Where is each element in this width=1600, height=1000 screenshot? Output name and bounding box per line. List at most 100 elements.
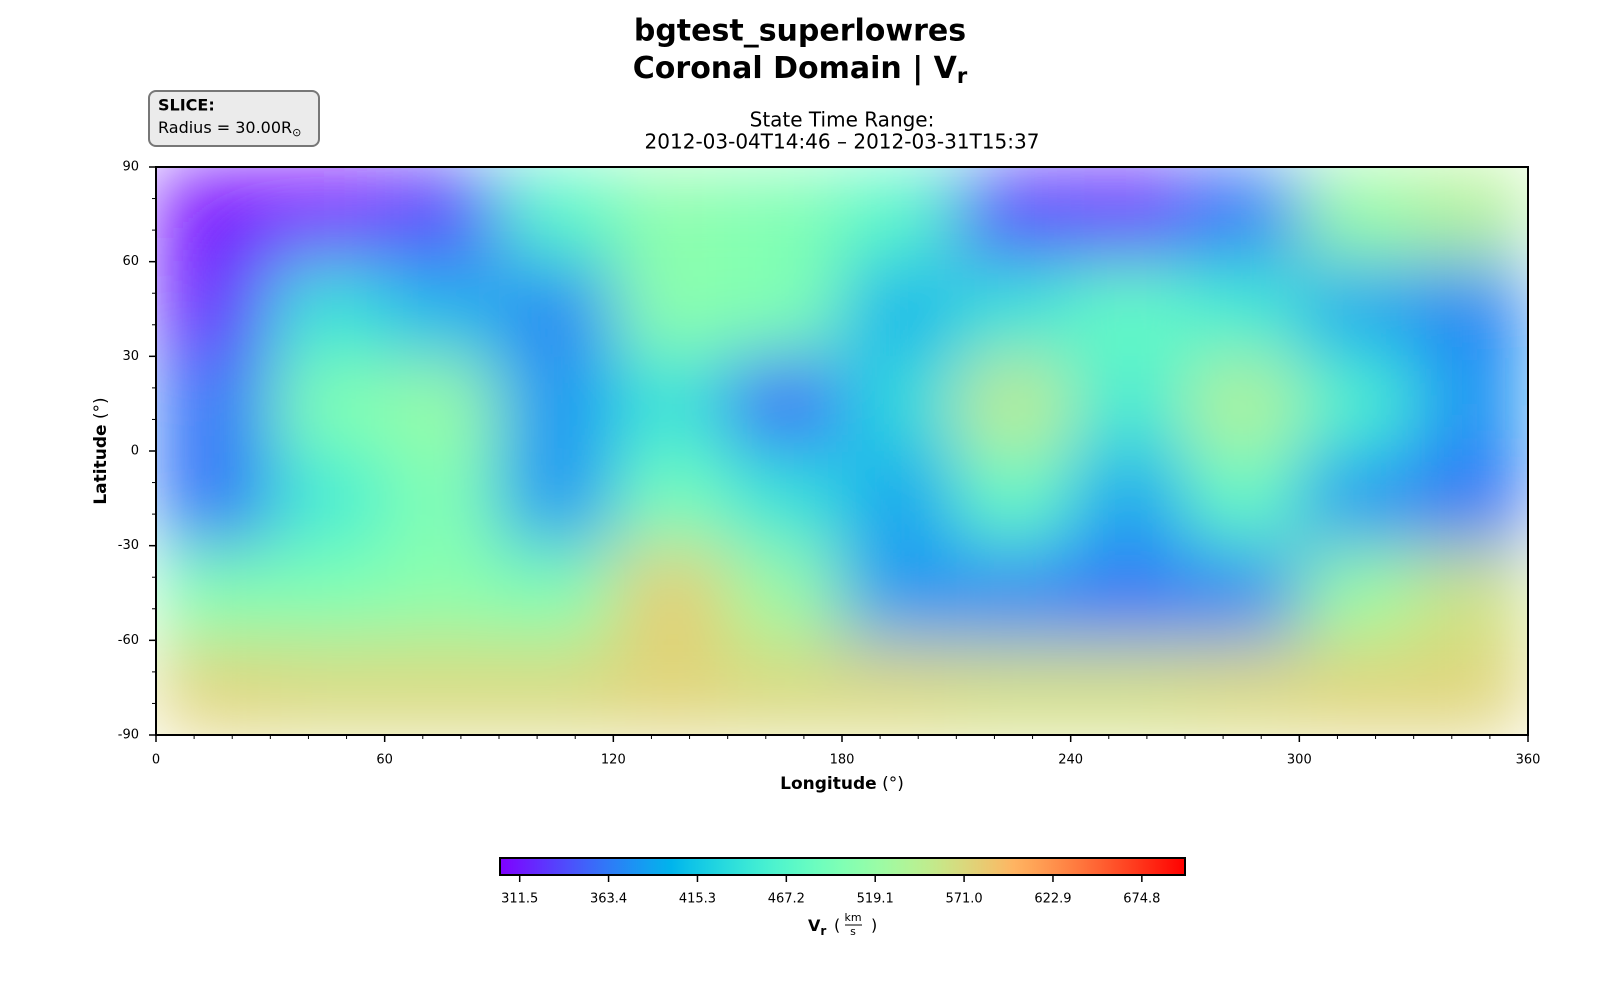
heat-cell [270,356,386,452]
colorbar-tick-label: 363.4 [590,892,627,907]
heat-cell [842,451,957,547]
heat-cell [1185,451,1300,547]
heat-cell [727,451,843,547]
y-tick-label: -90 [118,728,139,743]
heat-cell [156,451,271,547]
colorbar-tick-label: 622.9 [1034,892,1071,907]
heat-cell [1299,545,1415,641]
heat-cell [1185,261,1300,357]
heat-cell [270,167,386,263]
heat-cell [1070,261,1186,357]
heat-cell [270,261,386,357]
slice-text: Radius = 30.00R⊙ [158,118,301,140]
heat-cell [956,356,1072,452]
chart-title: bgtest_superlowres [634,14,966,49]
y-label-text: Latitude [91,424,111,504]
heat-cell [1299,451,1415,547]
heat-cell [1185,640,1300,735]
heat-cell [499,451,614,547]
heat-cell [384,545,500,641]
heat-cell [727,167,843,263]
heat-cell [1185,167,1300,263]
colorbar-tick-label: 311.5 [501,892,538,907]
heat-cell [842,640,957,735]
colorbar-tick-label: 571.0 [945,892,982,907]
heat-cell [499,261,614,357]
heat-cell [1070,167,1186,263]
axes: 0 60 120 180 240 300 360 -90 -60 -30 0 30 60 90 [118,160,1541,768]
heat-cell [613,356,729,452]
heat-cell [1185,545,1300,641]
slice-title: SLICE: [158,96,215,115]
colorbar-unit-numerator: km [844,911,861,924]
heat-cell [1413,167,1528,263]
y-tick-label: -60 [118,633,139,648]
heat-cell [613,640,729,735]
time-range-text: 2012-03-04T14:46 – 2012-03-31T15:37 [645,130,1040,154]
y-label-unit: (°) [91,397,111,419]
heat-cell [384,356,500,452]
colorbar-label-subscript: r [820,924,826,938]
heat-cell [499,356,614,452]
colorbar [499,857,1186,876]
x-tick-label: 60 [376,753,393,768]
heat-cell [384,261,500,357]
x-tick-label: 240 [1058,753,1083,768]
colorbar-tick-label: 674.8 [1123,892,1160,907]
heat-cell [956,261,1072,357]
heat-cell [842,545,957,641]
y-tick-label: 30 [122,349,139,364]
heat-cell [384,640,500,735]
y-tick-label: 90 [122,160,139,175]
chart-subtitle: Coronal Domain | Vr [633,51,968,89]
heat-cell [156,545,271,641]
heat-cell [270,451,386,547]
time-range-label: State Time Range: [750,108,935,132]
heat-cell [1070,545,1186,641]
subtitle-text: Coronal Domain | V [633,51,958,86]
heat-cell [727,356,843,452]
colorbar-label: Vr [808,916,826,938]
heat-cell [1185,356,1300,452]
x-label-text: Longitude [780,774,877,794]
colorbar-axis: 311.5 363.4 415.3 467.2 519.1 571.0 622.9 674.8 [501,875,1160,907]
slice-box [148,90,320,147]
y-axis-label: Latitude (°) [91,397,111,504]
heat-cell [1299,261,1415,357]
subtitle-subscript: r [957,64,968,88]
heat-cell [1299,640,1415,735]
heat-cell [1299,356,1415,452]
y-tick-label: 60 [122,254,139,269]
heat-cell [499,167,614,263]
heat-cell [156,640,271,735]
heat-cell [270,545,386,641]
slice-radius: Radius = 30.00R [158,118,292,137]
x-tick-label: 0 [152,753,160,768]
heat-cell [156,167,271,263]
y-tick-label: 0 [131,444,139,459]
heat-cell [1413,356,1528,452]
x-tick-label: 300 [1287,753,1312,768]
colorbar-unit-close: ) [871,916,877,935]
heat-cell [384,451,500,547]
heatmap [156,167,1528,735]
heat-cell [1070,640,1186,735]
heat-cell [613,261,729,357]
heat-cell [842,356,957,452]
y-tick-label: -30 [118,538,139,553]
slice-subscript: ⊙ [292,126,301,139]
heat-cell [499,545,614,641]
heat-cell [156,261,271,357]
colorbar-tick-label: 519.1 [857,892,894,907]
heat-cell [613,451,729,547]
heat-cell [384,167,500,263]
heat-cell [1070,451,1186,547]
heat-cell [842,167,957,263]
heat-cell [956,640,1072,735]
heat-cell [1413,261,1528,357]
heat-cell [1413,451,1528,547]
colorbar-tick-label: 415.3 [679,892,716,907]
heat-cell [842,261,957,357]
heat-cell [613,545,729,641]
